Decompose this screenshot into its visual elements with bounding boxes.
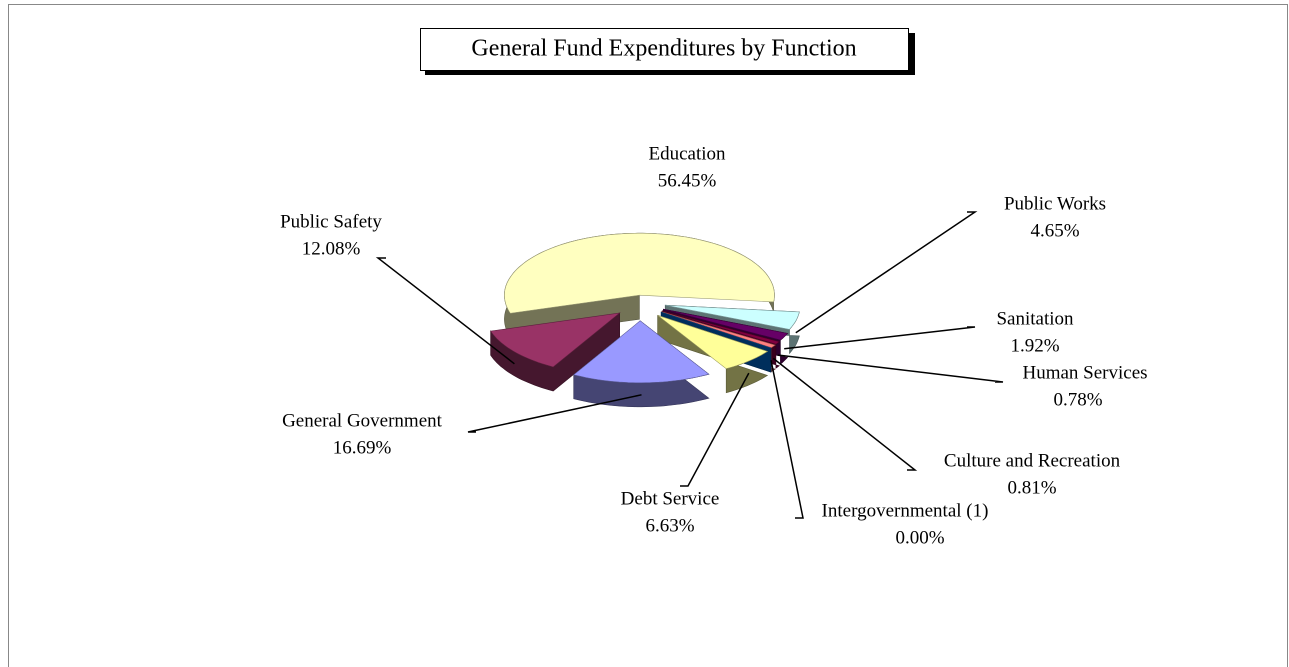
leader-line xyxy=(772,357,918,471)
slice xyxy=(661,311,776,349)
leader-line xyxy=(680,372,750,487)
chart-title: General Fund Expenditures by Function xyxy=(471,36,856,62)
value-label: 1.92% xyxy=(1010,335,1059,356)
slice-label: Intergovernmental (1) xyxy=(822,500,989,521)
value-label: 56.45% xyxy=(658,170,717,191)
slice-label: Culture and Recreation xyxy=(944,450,1121,471)
leader-line xyxy=(375,257,515,365)
leader-line xyxy=(770,360,804,519)
slice xyxy=(665,304,800,330)
slice-label: Education xyxy=(648,143,726,164)
leader-line xyxy=(467,394,642,433)
value-label: 12.08% xyxy=(302,238,361,259)
slice xyxy=(490,312,621,368)
slice-label: Debt Service xyxy=(621,488,720,509)
value-label: 16.69% xyxy=(333,437,392,458)
slice xyxy=(663,308,789,341)
slice-label: Human Services xyxy=(1022,362,1147,383)
slice-label: General Government xyxy=(282,410,443,431)
chart-frame xyxy=(8,4,1288,667)
slice xyxy=(657,315,769,370)
leader-line xyxy=(795,211,978,334)
value-label: 0.81% xyxy=(1007,477,1056,498)
slice xyxy=(573,320,710,384)
value-label: 4.65% xyxy=(1030,220,1079,241)
slice-label: Public Safety xyxy=(280,211,382,232)
leader-line xyxy=(777,354,1004,383)
slice xyxy=(662,310,780,345)
leader-line xyxy=(784,326,976,350)
value-label: 0.78% xyxy=(1053,389,1102,410)
slice-label: Public Works xyxy=(1004,193,1106,214)
title-box xyxy=(420,28,909,71)
slice xyxy=(504,232,775,314)
value-label: 0.00% xyxy=(895,527,944,548)
slice xyxy=(661,311,772,349)
value-label: 6.63% xyxy=(645,515,694,536)
slice-label: Sanitation xyxy=(996,308,1074,329)
